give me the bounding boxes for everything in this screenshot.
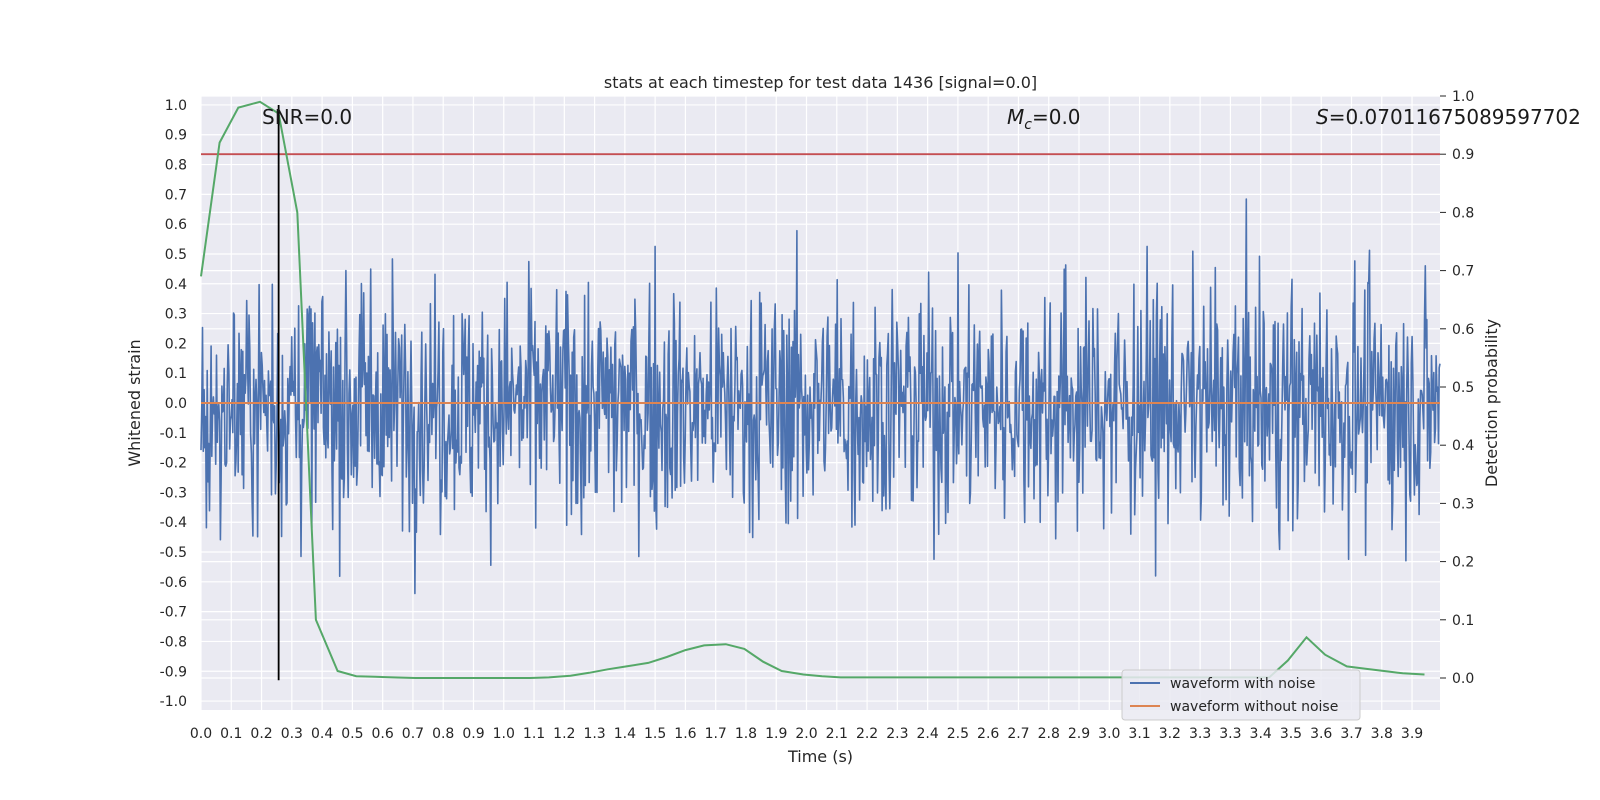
y-tick-label: -0.9	[160, 664, 187, 680]
y-tick-label: -0.4	[160, 515, 187, 531]
y-right-tick-label: 0.3	[1452, 496, 1474, 512]
y-tick-label: -0.7	[160, 605, 187, 621]
x-tick-label: 1.3	[583, 726, 605, 742]
x-tick-label: 3.3	[1219, 726, 1241, 742]
y-right-tick-label: 0.9	[1452, 147, 1474, 163]
y-tick-label: 0.0	[165, 396, 187, 412]
y-tick-label: 0.4	[165, 277, 187, 293]
x-tick-label: 2.5	[947, 726, 969, 742]
y-axis-right-label: Detection probability	[1482, 319, 1501, 487]
x-tick-label: 3.8	[1371, 726, 1393, 742]
x-tick-label: 3.4	[1250, 726, 1272, 742]
x-tick-label: 0.2	[250, 726, 272, 742]
x-tick-label: 1.5	[644, 726, 666, 742]
x-tick-label: 0.7	[402, 726, 424, 742]
y-tick-label: 0.2	[165, 336, 187, 352]
chart-title: stats at each timestep for test data 143…	[604, 73, 1037, 92]
x-tick-label: 2.1	[826, 726, 848, 742]
chirp-mass-annotation: Mc=0.0	[1007, 105, 1081, 133]
x-tick-label: 3.7	[1340, 726, 1362, 742]
x-tick-label: 0.9	[462, 726, 484, 742]
x-tick-label: 2.9	[1068, 726, 1090, 742]
x-tick-label: 0.1	[220, 726, 242, 742]
x-tick-label: 0.5	[341, 726, 363, 742]
x-tick-label: 3.1	[1128, 726, 1150, 742]
x-tick-label: 2.8	[1038, 726, 1060, 742]
y-tick-label: 0.1	[165, 366, 187, 382]
y-right-tick-label: 0.8	[1452, 205, 1474, 221]
x-tick-label: 2.2	[856, 726, 878, 742]
x-tick-label: 1.9	[765, 726, 787, 742]
x-tick-label: 0.8	[432, 726, 454, 742]
s-value: =0.07011675089597702	[1329, 105, 1581, 129]
x-tick-label: 0.3	[281, 726, 303, 742]
y-tick-label: -0.3	[160, 485, 187, 501]
y-tick-label: 0.8	[165, 158, 187, 174]
x-tick-label: 0.4	[311, 726, 333, 742]
waveform-with-noise-line	[200, 198, 1441, 595]
x-tick-label: 1.7	[705, 726, 727, 742]
y-tick-label: -0.5	[160, 545, 187, 561]
y-tick-label: -0.8	[160, 634, 187, 650]
x-tick-label: 3.3	[1189, 726, 1211, 742]
y-tick-label: 0.7	[165, 187, 187, 203]
x-tick-label: 0.0	[190, 726, 212, 742]
y-tick-label: -0.1	[160, 426, 187, 442]
x-tick-label: 3.2	[1159, 726, 1181, 742]
x-tick-label: 1.1	[523, 726, 545, 742]
x-axis-label: Time (s)	[787, 747, 853, 766]
legend-box	[1121, 669, 1361, 721]
y-tick-label: 0.6	[165, 217, 187, 233]
chirp-mass-subscript: c	[1024, 117, 1032, 133]
y-right-tick-label: 0.0	[1452, 671, 1474, 687]
legend-label-noise: waveform with noise	[1170, 676, 1315, 692]
y-tick-label: -0.2	[160, 456, 187, 472]
chirp-mass-value: =0.0	[1032, 105, 1081, 129]
snr-annotation: SNR=0.0	[262, 105, 352, 129]
x-tick-label: 3.0	[1098, 726, 1120, 742]
y-tick-label: 0.3	[165, 307, 187, 323]
x-tick-label: 2.7	[1007, 726, 1029, 742]
x-tick-label: 2.6	[977, 726, 999, 742]
y-right-tick-label: 0.1	[1452, 613, 1474, 629]
y-right-tick-label: 0.6	[1452, 322, 1474, 338]
x-tick-label: 2.4	[916, 726, 938, 742]
legend-label-no-noise: waveform without noise	[1170, 699, 1338, 715]
y-right-tick-label: 0.5	[1452, 380, 1474, 396]
y-right-tick-label: 0.7	[1452, 264, 1474, 280]
x-tick-label: 1.6	[674, 726, 696, 742]
x-tick-label: 3.9	[1401, 726, 1423, 742]
y-tick-label: 1.0	[165, 98, 187, 114]
x-tick-label: 1.8	[735, 726, 757, 742]
y-axis-label: Whitened strain	[125, 339, 144, 466]
s-symbol: S	[1316, 105, 1329, 129]
axes: 0.0 0.1 0.2 0.3 0.4 0.5 0.6 0.7 0.8 0.9 1.0 1.1 1.2 1…	[160, 89, 1475, 742]
x-tick-label: 1.2	[553, 726, 575, 742]
y-tick-label: 0.9	[165, 128, 187, 144]
y-right-tick-label: 1.0	[1452, 89, 1474, 105]
x-tick-label: 1.4	[614, 726, 636, 742]
x-tick-label: 2.0	[795, 726, 817, 742]
y-tick-label: 0.5	[165, 247, 187, 263]
x-tick-label: 3.6	[1310, 726, 1332, 742]
legend: waveform with noise waveform without noi…	[1121, 669, 1361, 721]
y-tick-label: -1.0	[160, 694, 187, 710]
y-tick-label: -0.6	[160, 575, 187, 591]
waveform-with-noise-series	[200, 198, 1441, 595]
y-right-tick-label: 0.2	[1452, 555, 1474, 571]
x-tick-label: 2.3	[886, 726, 908, 742]
chirp-mass-symbol: M	[1007, 105, 1024, 129]
x-tick-label: 0.6	[372, 726, 394, 742]
x-tick-label: 1.0	[493, 726, 515, 742]
s-annotation: S=0.07011675089597702	[1316, 105, 1581, 129]
y-right-tick-label: 0.4	[1452, 438, 1474, 454]
x-tick-label: 3.5	[1280, 726, 1302, 742]
